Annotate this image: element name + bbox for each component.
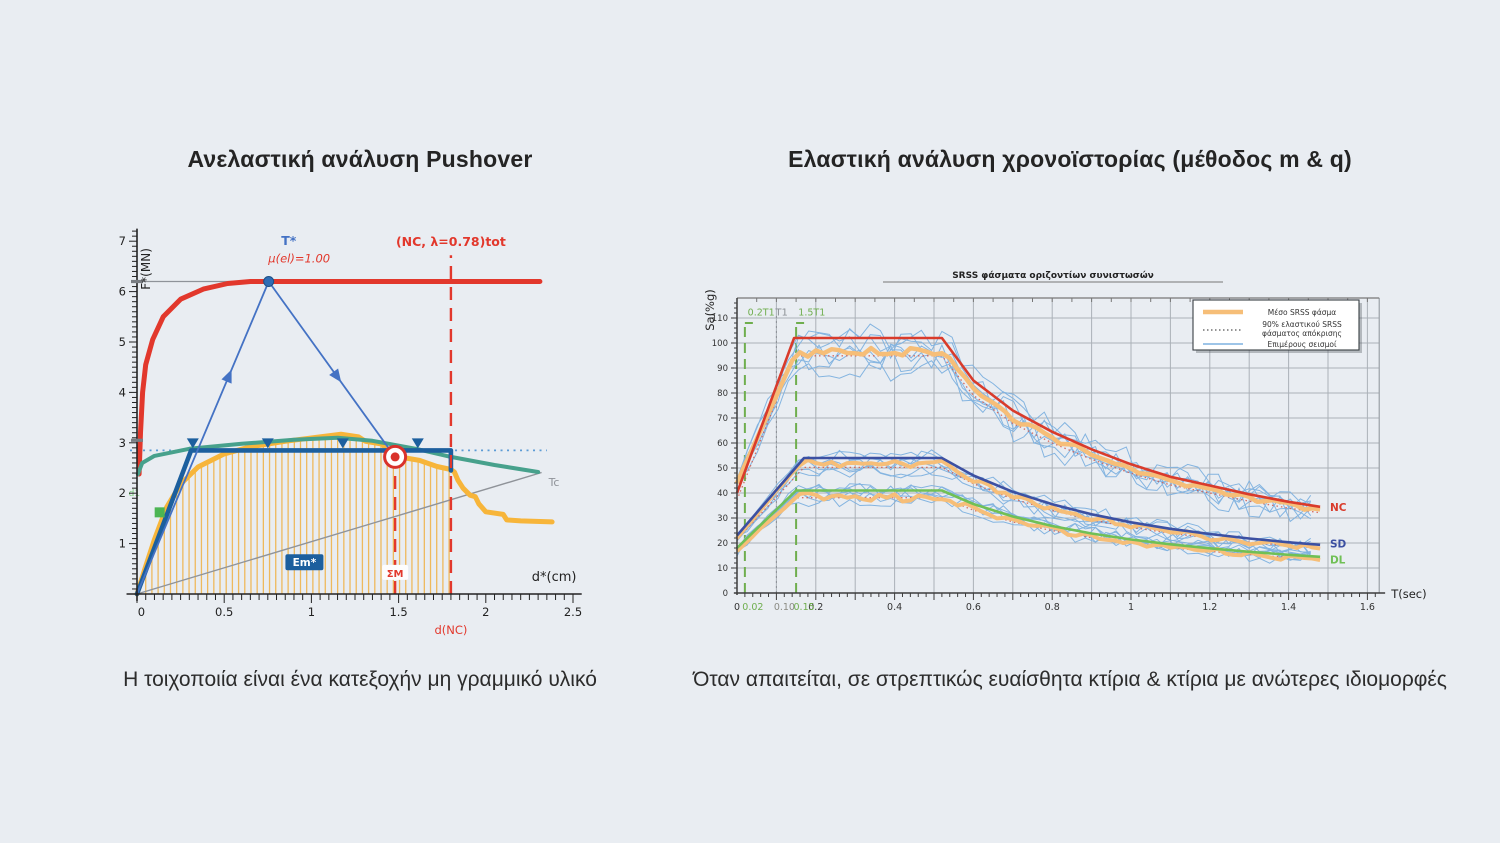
triangle-marker-icon	[261, 438, 274, 449]
y-tick-label: 100	[712, 339, 728, 349]
x-tick-label: 1	[308, 605, 315, 619]
record-line	[736, 360, 1312, 523]
special-x-tick-label: 0.02	[742, 602, 763, 613]
envelope-SD	[736, 456, 1321, 547]
inelastic-demand-spectrum	[135, 435, 541, 476]
y-tick-label: 6	[119, 285, 126, 299]
elastic-spectrum	[136, 279, 543, 477]
t-star-peak-dot	[263, 276, 275, 288]
y-tick-label: 50	[717, 464, 728, 474]
y-tick-label: 80	[717, 389, 728, 399]
envelope-DL	[736, 489, 1321, 559]
y-tick-label: 3	[119, 436, 126, 450]
t1-15-label: 1.5T1	[798, 308, 825, 319]
capacity-curve	[134, 431, 555, 597]
em-star-label: Em*	[293, 557, 317, 569]
legend-label-90pct-1: 90% ελαστικού SRSS	[1262, 320, 1342, 329]
x-tick-label: 0.6	[966, 602, 981, 613]
y-tick-label: 10	[717, 564, 728, 574]
y-tick-label: 90	[717, 364, 728, 374]
y-axis-label: F*(MN)	[139, 248, 153, 290]
x-tick-label: 0	[734, 602, 740, 613]
x-tick-label: 0.5	[215, 605, 233, 619]
right-chart-title: Ελαστική ανάλυση χρονοϊστορίας (μέθοδος …	[788, 146, 1352, 172]
envelope-NC	[735, 336, 1321, 509]
sigma-m-label: ΣΜ	[387, 569, 404, 580]
special-x-tick-label: 0.10	[774, 602, 795, 613]
legend-label-records: Επιμέρους σεισμοί	[1267, 340, 1337, 349]
t-star-ascending	[136, 281, 270, 595]
arrow-icon	[221, 369, 232, 384]
special-x-tick-label: 0.15	[794, 602, 815, 613]
d-nc-label: d(NC)	[434, 623, 467, 637]
x-tick-label: 2.5	[564, 605, 582, 619]
mean-srss-NC	[734, 345, 1321, 512]
y-tick-label: 30	[717, 514, 728, 524]
em-star-box	[285, 554, 324, 571]
x-axis-label: T(sec)	[1390, 587, 1426, 601]
record-line	[736, 462, 1312, 556]
y-tick-label: 0	[723, 589, 728, 599]
y-axis-label: Sa(%g)	[703, 289, 717, 331]
x-tick-label: 2	[482, 605, 489, 619]
record-line	[736, 323, 1312, 517]
record-line	[736, 343, 1311, 520]
y-tick-label: 60	[717, 439, 728, 449]
arrow-icon	[329, 368, 342, 383]
x-axis-label: d*(cm)	[532, 570, 577, 585]
triangle-marker-icon	[411, 438, 424, 449]
x-tick-label: 1.2	[1202, 602, 1217, 613]
t1-02-label: 0.2T1	[748, 308, 775, 319]
y-tick-label: 110	[712, 314, 728, 324]
y-tick-label: 2	[119, 486, 126, 500]
triangle-marker-icon	[336, 438, 349, 449]
right-caption: Όταν απαιτείται, σε στρεπτικώς ευαίσθητα…	[693, 668, 1447, 691]
x-tick-label: 0.4	[887, 602, 902, 613]
left-chart-title: Ανελαστική ανάλυση Pushover	[187, 146, 533, 172]
legend-box	[1192, 299, 1360, 351]
tc-period-line	[136, 471, 542, 595]
y-tick-label: 70	[717, 414, 728, 424]
mean-srss-SD	[735, 457, 1321, 551]
y-tick-label: 5	[119, 335, 126, 349]
nc-lambda-label: (NC, λ=0.78)tot	[396, 234, 506, 249]
x-tick-label: 1.6	[1360, 602, 1375, 613]
x-tick-label: 0.2	[808, 602, 823, 613]
sigma-m-box	[382, 564, 409, 580]
dl-square-marker	[154, 507, 165, 518]
pushover-chart: d1 0 0.5 1 1.5 2 2.5 1 2 3 4 5 6 7 T* μ(el)=1.00 (NC, λ=…	[119, 228, 582, 637]
tc-label: Tc	[548, 476, 560, 489]
y-tick-label: 4	[119, 385, 126, 399]
t-star-label: T*	[281, 233, 297, 248]
spectra-chart: 0.2T1 T1 1.5T1 NC SD DL 0 0.2 0.4 0.6 0.8 1 1.2 1.4 1.…	[703, 270, 1427, 613]
x-tick-label: 1.4	[1281, 602, 1296, 613]
performance-point-center	[390, 452, 400, 462]
x-tick-label: 0.8	[1045, 602, 1060, 613]
x-tick-label: 1	[1128, 602, 1134, 613]
y-tick-label: 7	[119, 234, 126, 248]
t1-label: T1	[774, 308, 787, 319]
x-tick-label: 1.5	[389, 605, 407, 619]
y-tick-label: 1	[119, 537, 126, 551]
curve-label-NC: NC	[1330, 502, 1347, 514]
mean-srss-DL	[735, 491, 1321, 562]
curve-label-DL: DL	[1330, 555, 1346, 567]
axis-ticks	[129, 230, 574, 603]
spectra-title: SRSS φάσματα οριζοντίων συνιστωσών	[952, 270, 1154, 281]
legend-label-mean: Μέσο SRSS φάσμα	[1268, 308, 1337, 317]
axis-ticks	[731, 302, 1376, 600]
curve-label-SD: SD	[1330, 538, 1347, 550]
record-line	[736, 343, 1311, 518]
d1-label: d1	[129, 489, 140, 499]
mu-el-label: μ(el)=1.00	[267, 251, 330, 265]
legend-label-90pct-2: φάσματος απόκρισης	[1262, 329, 1342, 338]
triangle-marker-icon	[186, 438, 199, 449]
y-tick-label: 40	[717, 489, 728, 499]
y-tick-label: 20	[717, 539, 728, 549]
x-tick-label: 0	[138, 605, 145, 619]
left-caption: Η τοιχοποιία είναι ένα κατεξοχήν μη γραμ…	[123, 668, 597, 691]
